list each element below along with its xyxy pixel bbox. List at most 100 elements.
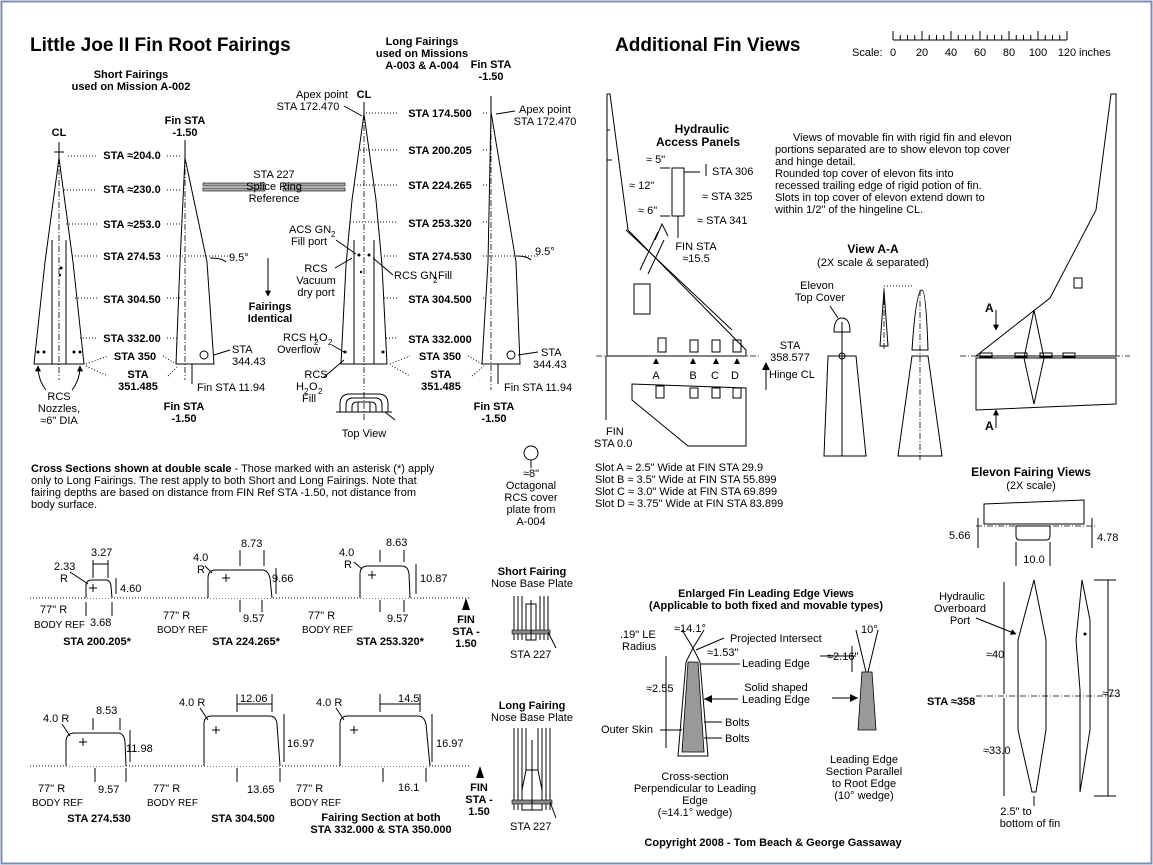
scale-tick-label: 20 (916, 47, 928, 59)
section-sta-332: 4.0 R 14.5 16.97 16.1 77" R BODY REF Fai… (290, 693, 464, 836)
scale-label: Scale: (852, 47, 883, 59)
scale-bar: Scale: 0 20 40 60 80 100 120 inches (852, 31, 1111, 59)
long-fairings-head-2: used on Missions (376, 48, 468, 60)
splice-1: STA 227 (253, 169, 294, 181)
long-sta-3: STA 253.320 (408, 218, 472, 230)
oct-5: A-004 (516, 516, 545, 528)
fin-sta-top-r-1: Fin STA (471, 59, 512, 71)
short-sta-5: STA 332.00 (103, 333, 160, 345)
rcs-vac-3: dry port (297, 287, 334, 299)
s5-d: 13.65 (247, 784, 275, 796)
h2o2-fill-1: RCS (304, 369, 327, 381)
note-0: Views of movable fin with rigid fin and … (793, 132, 1012, 144)
scale-tick-label: 80 (1003, 47, 1015, 59)
le-title-2: (Applicable to both fixed and movable ty… (649, 600, 883, 612)
s2-d: 9.57 (243, 613, 264, 625)
s2-ref: BODY REF (157, 625, 208, 636)
long-fairings-head-1: Long Fairings (386, 36, 459, 48)
long-fairing-end-view: Fin STA -1.50 Apex point STA 172.470 (471, 59, 577, 390)
hyd-dim-1: ≈ 5" (646, 154, 665, 166)
s3-r: 4.0 (339, 547, 354, 559)
copyright-line: Copyright 2008 - Tom Beach & George Gass… (644, 837, 902, 849)
rcs-gn2-1: RCS GN (394, 270, 437, 282)
slot-1: Slot B ≈ 3.5" Wide at FIN STA 55.899 (595, 474, 777, 486)
le-solid-1: Solid shaped (744, 682, 808, 694)
section-sta-224: 4.0 R 8.73 9.66 9.57 77" R BODY REF STA … (157, 538, 293, 648)
fin-sta0-1: FIN (606, 426, 624, 438)
scale-tick-label: 0 (890, 47, 896, 59)
slot-list: Slot A ≈ 2.5" Wide at FIN STA 29.9 Slot … (595, 462, 783, 510)
s4-body: 77" R (38, 783, 65, 795)
le-cap2-4: (10° wedge) (834, 790, 893, 802)
right-title: Additional Fin Views (615, 35, 800, 56)
fin-ref-a: FIN STA - 1.50 (452, 598, 480, 650)
s2-label: STA 224.265* (212, 636, 281, 648)
short-sta-0: STA ≈204.0 (103, 150, 160, 162)
le-216: ≈2.16" (827, 651, 858, 663)
cross-line-3: body surface. (31, 499, 97, 511)
short-plate-1: Short Fairing (498, 566, 566, 578)
s4-w: 8.53 (96, 705, 117, 717)
s5-h: 16.97 (287, 738, 315, 750)
apex-r-2: STA 172.470 (514, 116, 577, 128)
note-2: and hinge detail. (775, 156, 856, 168)
aa-mark-bot: A (985, 419, 994, 433)
sta-358b: STA ≈358 (927, 696, 975, 708)
le-153: ≈1.53" (707, 647, 738, 659)
slot-letter-a: A (652, 370, 660, 382)
fin-view-notes: Views of movable fin with rigid fin and … (774, 132, 1012, 216)
le-cap1-1: Cross-section (661, 771, 728, 783)
identical-2: Identical (248, 313, 293, 325)
hyd-fin-2: ≈15.5 (682, 253, 709, 265)
angle-short: 9.5° (229, 252, 249, 264)
elevon-fairing-views: Elevon Fairing Views (2X scale) 5.66 4.7… (949, 465, 1118, 566)
elevon-dim-1: 5.66 (949, 530, 970, 542)
hydraulic-access-panels: Hydraulic Access Panels ≈ 5" ≈ 12" ≈ 6" … (629, 122, 753, 265)
s1-rl: R (60, 573, 68, 585)
short-nose-base-plate: Short Fairing Nose Base Plate STA 227 (491, 566, 573, 661)
sta-351-l-1: STA (127, 369, 148, 381)
rcs-nozzles-1: RCS (47, 391, 70, 403)
splice-ring-reference: STA 227 Splice Ring Reference (202, 169, 346, 205)
oct-3: RCS cover (504, 492, 558, 504)
s6-w: 14.5 (398, 693, 419, 705)
section-sta-304: 4.0 R 12.06 16.97 13.65 77" R BODY REF S… (147, 693, 315, 825)
le-cap1-4: (≈14.1° wedge) (658, 807, 733, 819)
cross-bold: Cross Sections shown at double scale (31, 463, 232, 475)
sta-34443-l-1: STA (232, 344, 253, 356)
le-ten: 10° (861, 624, 878, 636)
le-255: ≈2.55 (646, 683, 673, 695)
s3-d: 9.57 (387, 613, 408, 625)
s3-body: 77" R (308, 610, 335, 622)
view-aa-sub: (2X scale & separated) (817, 257, 929, 269)
s3-label: STA 253.320* (356, 636, 425, 648)
le-cap1-2: Perpendicular to Leading (634, 783, 756, 795)
slot-2: Slot C ≈ 3.0" Wide at FIN STA 69.899 (595, 486, 777, 498)
dim-73: ≈73 (1102, 688, 1120, 700)
s2-r: 4.0 (193, 552, 208, 564)
elevon-cover-2: Top Cover (795, 292, 845, 304)
dim-33: ≈33.0 (983, 745, 1010, 757)
le-radius-2: Radius (622, 641, 657, 653)
short-sta-6: STA 350 (114, 351, 156, 363)
long-sta-2: STA 224.265 (408, 180, 472, 192)
hyd-port-1: Hydraulic (939, 591, 985, 603)
s5-ref: BODY REF (147, 798, 198, 809)
hyd-sta-1: STA 306 (712, 166, 753, 178)
fin-sta-top-r-2: -1.50 (478, 71, 503, 83)
fin-sta-bot-l-2: -1.50 (171, 413, 196, 425)
hyd-sta-2: ≈ STA 325 (702, 191, 752, 203)
hinge-cl: Hinge CL (769, 369, 815, 381)
cross-line-2: fairing depths are based on distance fro… (31, 487, 416, 499)
hyd-dim-3: ≈ 6" (638, 205, 657, 217)
slot-letter-b: B (689, 370, 696, 382)
view-aa-title: View A-A (847, 242, 899, 256)
dim-40: ≈40 (986, 649, 1004, 661)
note-1: portions separated are to show elevon to… (775, 144, 1010, 156)
s4-r: 4.0 R (43, 713, 69, 725)
s1-h: 4.60 (120, 583, 141, 595)
hyd-port-2: Overboard (934, 603, 986, 615)
sta227-a: STA 227 (510, 649, 551, 661)
bottom-note-2: bottom of fin (1000, 818, 1061, 830)
